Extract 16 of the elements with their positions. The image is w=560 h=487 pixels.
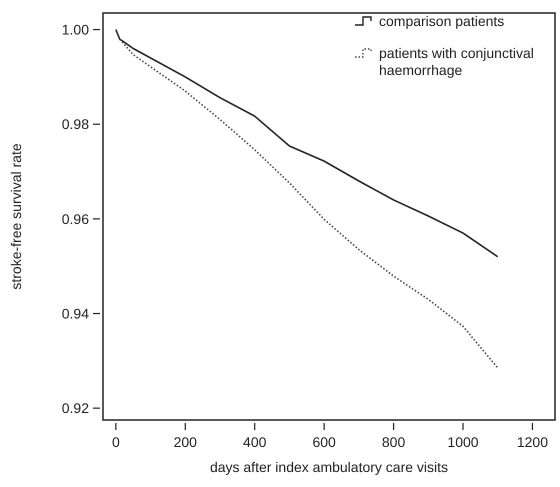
x-tick-label: 400: [243, 434, 267, 450]
y-axis-title: stroke-free survival rate: [8, 143, 24, 290]
y-tick-label: 1.00: [62, 21, 90, 38]
y-tick-label: 0.98: [62, 116, 90, 132]
y-tick-label: 0.92: [62, 400, 90, 416]
x-tick-label: 200: [174, 434, 198, 450]
x-tick-label: 800: [382, 434, 406, 450]
x-tick-label: 1200: [516, 434, 548, 450]
x-tick-label: 0: [112, 434, 120, 450]
x-axis-title: days after index ambulatory care visits: [210, 459, 448, 475]
y-tick-label: 0.96: [62, 210, 90, 227]
legend-label: comparison patients: [379, 12, 504, 29]
x-tick-label: 1000: [447, 434, 479, 450]
y-tick-label: 0.94: [62, 305, 90, 322]
legend-label: patients with conjunctival haemorrhage: [379, 44, 534, 78]
x-tick-label: 600: [312, 434, 336, 450]
